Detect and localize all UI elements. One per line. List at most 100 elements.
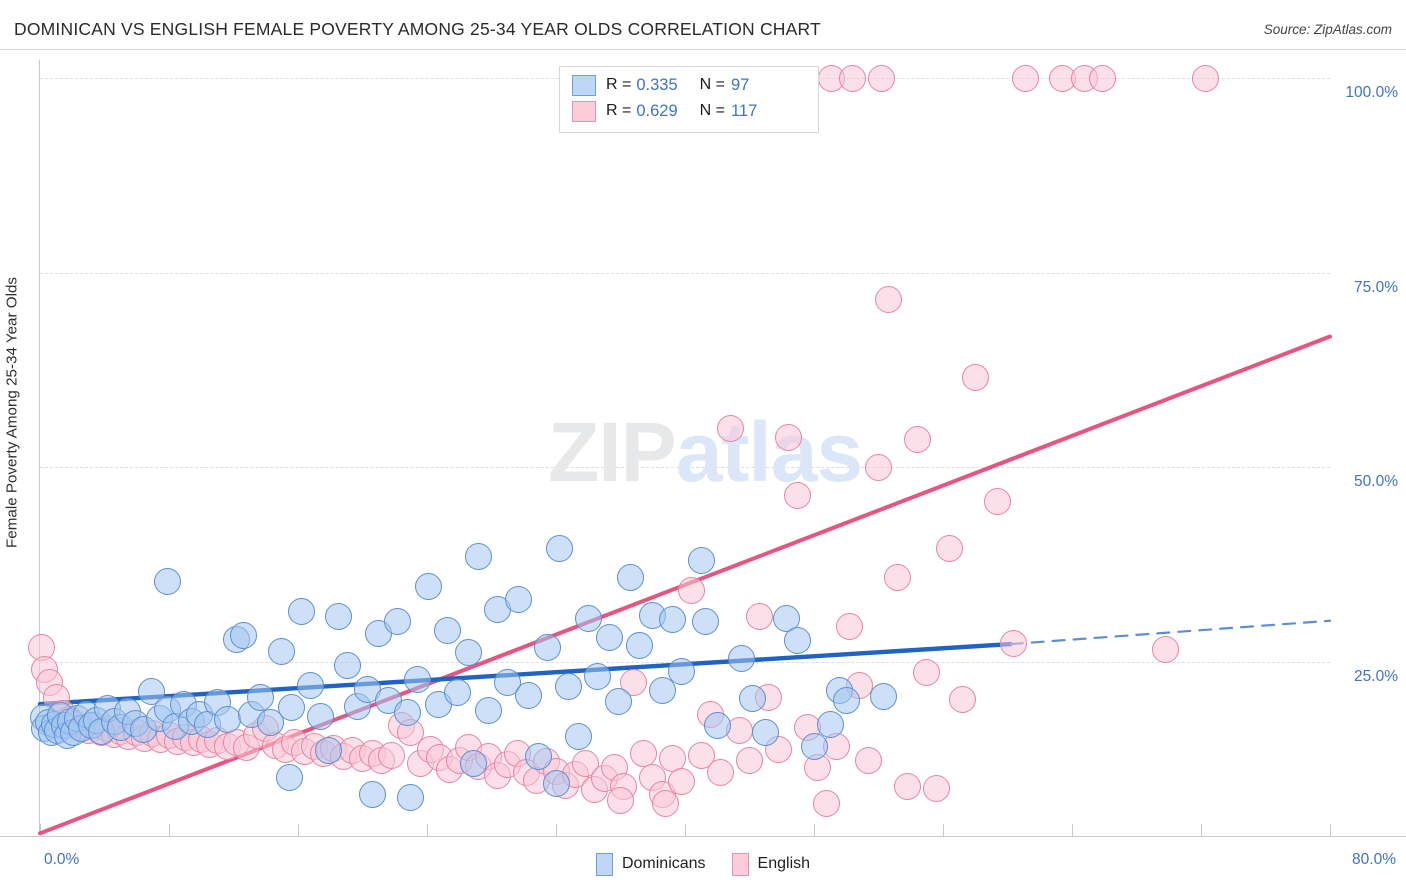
watermark: ZIPatlas bbox=[548, 404, 863, 501]
data-point bbox=[444, 678, 472, 706]
data-point bbox=[884, 564, 912, 592]
data-point bbox=[307, 703, 335, 730]
data-point bbox=[874, 285, 902, 313]
data-point bbox=[626, 632, 654, 660]
r-label-english: R = bbox=[606, 102, 632, 119]
data-point bbox=[668, 657, 696, 685]
data-point bbox=[727, 644, 755, 672]
data-point bbox=[855, 746, 883, 774]
x-tick-24 bbox=[427, 824, 428, 836]
source-label: Source: ZipAtlas.com bbox=[1263, 22, 1392, 37]
data-point bbox=[287, 597, 315, 625]
x-tick-72 bbox=[1201, 824, 1202, 836]
data-point bbox=[868, 64, 896, 92]
x-axis-line bbox=[0, 836, 1406, 837]
data-point bbox=[565, 723, 593, 751]
data-point bbox=[706, 759, 734, 787]
r-value-english: 0.629 bbox=[636, 101, 678, 120]
data-point bbox=[595, 623, 623, 651]
data-point bbox=[324, 602, 352, 630]
y-axis-title: Female Poverty Among 25-34 Year Olds bbox=[3, 277, 21, 548]
n-value-dominicans: 97 bbox=[730, 75, 750, 94]
x-axis-max-label: 80.0% bbox=[1352, 851, 1396, 868]
x-tick-0 bbox=[40, 824, 41, 836]
legend-label-english: English bbox=[757, 855, 811, 872]
data-point bbox=[716, 414, 744, 442]
data-point bbox=[505, 586, 533, 614]
y-axis-label-75: 75.0% bbox=[1354, 278, 1398, 296]
data-point bbox=[403, 665, 431, 693]
data-point bbox=[384, 608, 412, 635]
data-point bbox=[652, 790, 680, 818]
data-point bbox=[545, 534, 573, 562]
data-point bbox=[434, 617, 462, 645]
data-point bbox=[268, 637, 296, 665]
english-swatch bbox=[572, 100, 596, 122]
x-tick-8 bbox=[169, 824, 170, 836]
data-point bbox=[515, 681, 543, 709]
data-point bbox=[692, 608, 720, 635]
x-tick-56 bbox=[943, 824, 944, 836]
legend-swatch-english bbox=[731, 852, 749, 876]
data-point bbox=[460, 749, 488, 777]
data-point bbox=[334, 651, 362, 679]
x-tick-32 bbox=[556, 824, 557, 836]
dominicans-swatch bbox=[572, 74, 596, 96]
x-tick-64 bbox=[1072, 824, 1073, 836]
data-point bbox=[247, 684, 275, 712]
n-value-english: 117 bbox=[730, 101, 758, 120]
data-point bbox=[865, 453, 892, 481]
data-point bbox=[394, 699, 422, 727]
data-point bbox=[839, 64, 867, 92]
data-point bbox=[542, 769, 570, 797]
y-axis-label-50: 50.0% bbox=[1354, 473, 1398, 491]
legend-label-dominicans: Dominicans bbox=[621, 855, 706, 872]
data-point bbox=[494, 668, 522, 696]
x-tick-48 bbox=[814, 824, 815, 836]
data-point bbox=[534, 634, 562, 662]
data-point bbox=[687, 547, 715, 575]
data-point bbox=[1048, 64, 1076, 92]
data-point bbox=[397, 783, 425, 811]
data-point bbox=[358, 780, 386, 808]
data-point bbox=[584, 663, 612, 691]
data-point bbox=[677, 576, 705, 604]
stats-row-english: R = 0.629 N = 117 bbox=[572, 98, 757, 124]
data-point bbox=[153, 567, 181, 595]
data-point bbox=[374, 687, 402, 715]
data-point bbox=[607, 787, 634, 815]
data-point bbox=[378, 741, 406, 769]
data-point bbox=[524, 743, 552, 771]
gridline-50 bbox=[40, 467, 1330, 469]
data-point bbox=[913, 659, 941, 687]
data-point bbox=[745, 603, 773, 631]
data-point bbox=[832, 687, 860, 715]
data-point bbox=[315, 737, 343, 765]
n-label-dominicans: N = bbox=[699, 76, 725, 93]
data-point bbox=[555, 672, 583, 700]
stats-row-dominicans: R = 0.335 N = 97 bbox=[572, 72, 749, 98]
legend-item-english[interactable]: English bbox=[731, 852, 811, 876]
legend-item-dominicans[interactable]: Dominicans bbox=[595, 852, 706, 876]
data-point bbox=[629, 740, 657, 768]
data-point bbox=[574, 604, 602, 632]
data-point bbox=[903, 425, 931, 453]
watermark-atlas: atlas bbox=[675, 405, 863, 499]
data-point bbox=[923, 774, 951, 802]
page-title: DOMINICAN VS ENGLISH FEMALE POVERTY AMON… bbox=[14, 19, 821, 39]
header-divider bbox=[0, 49, 1406, 50]
data-point bbox=[813, 790, 841, 818]
data-point bbox=[455, 639, 483, 667]
legend-swatch-dominicans bbox=[595, 852, 613, 876]
data-point bbox=[1011, 64, 1039, 92]
x-tick-16 bbox=[298, 824, 299, 836]
data-point bbox=[1089, 64, 1117, 92]
data-point bbox=[353, 675, 381, 703]
data-point bbox=[213, 706, 241, 734]
r-value-dominicans: 0.335 bbox=[636, 75, 678, 94]
data-point bbox=[703, 712, 731, 740]
data-point bbox=[1000, 629, 1028, 657]
data-point bbox=[605, 688, 633, 716]
y-axis-label-25: 25.0% bbox=[1354, 668, 1398, 685]
